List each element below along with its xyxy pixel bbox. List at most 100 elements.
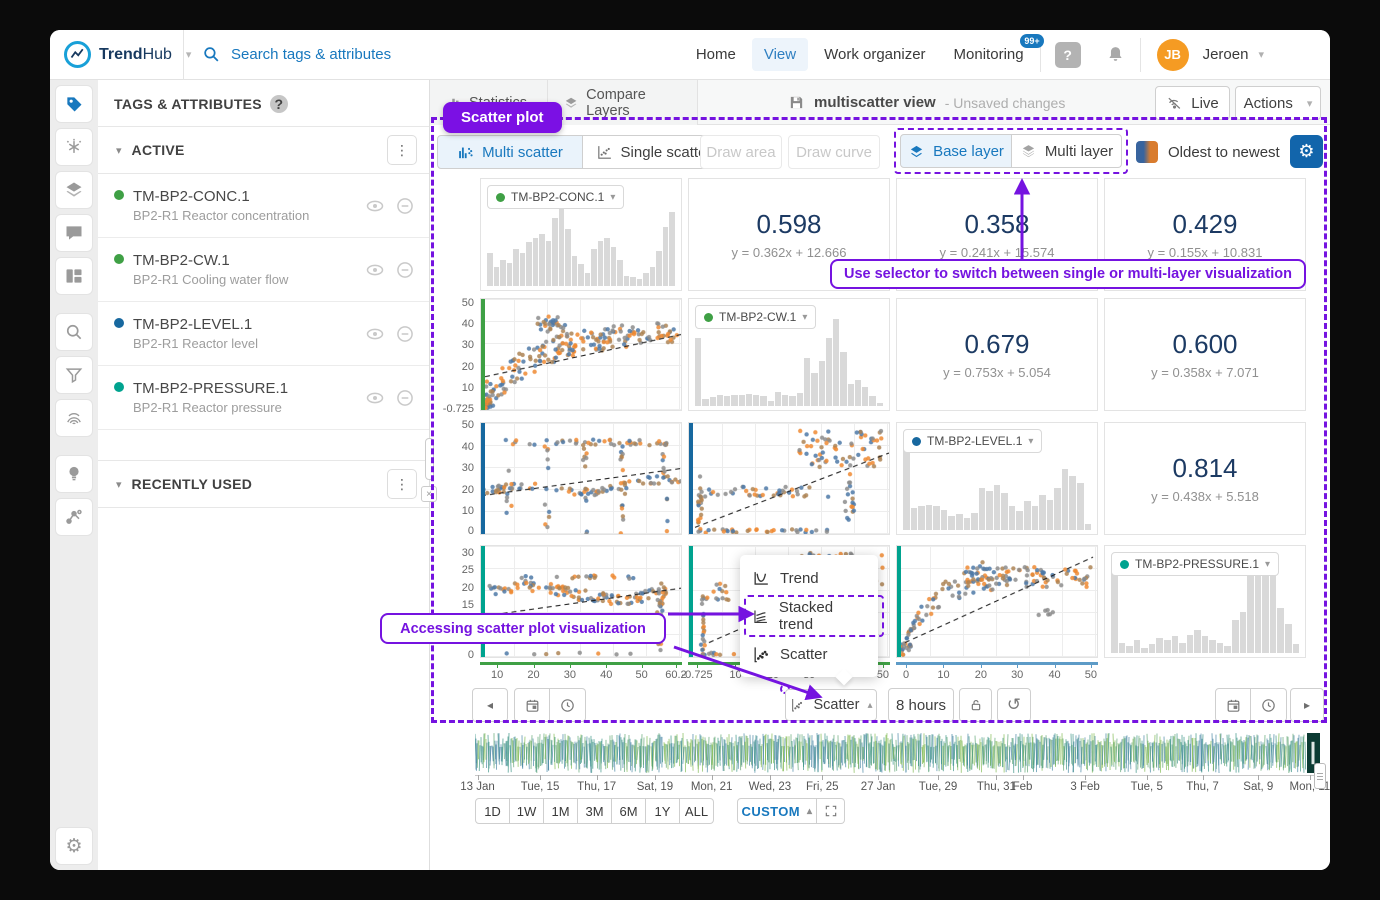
collapse-chevron-icon[interactable]: ▾ — [116, 144, 122, 157]
range-button-1w[interactable]: 1W — [509, 798, 544, 824]
scatter-cell-r3c0[interactable] — [480, 545, 682, 658]
nav-item-work-organizer[interactable]: Work organizer — [824, 46, 926, 63]
timeline-scroll-thumb[interactable] — [1314, 763, 1326, 789]
correlation-cell-r0c1[interactable]: 0.598 y = 0.362x + 12.666 — [688, 178, 890, 291]
range-button-6m[interactable]: 6M — [611, 798, 646, 824]
custom-range-button[interactable]: CUSTOM ▴ — [737, 798, 817, 824]
tag-selector-chip[interactable]: TM-BP2-LEVEL.1 ▾ — [903, 429, 1043, 453]
scatter-settings-button[interactable]: ⚙ — [1290, 135, 1323, 168]
range-button-1d[interactable]: 1D — [475, 798, 510, 824]
panel-resize-handle[interactable] — [425, 438, 434, 480]
range-button-1m[interactable]: 1M — [543, 798, 578, 824]
tag-selector-chip[interactable]: TM-BP2-PRESSURE.1 ▾ — [1111, 552, 1280, 576]
range-button-3m[interactable]: 3M — [577, 798, 612, 824]
actions-button[interactable]: Actions ▾ — [1235, 86, 1321, 120]
draw-area-button[interactable]: Draw area — [700, 135, 782, 169]
scatter-cell-r3c2[interactable] — [896, 545, 1098, 658]
active-section-menu-button[interactable]: ⋮ — [387, 135, 417, 165]
panel-close-button[interactable]: × — [421, 486, 437, 502]
tab-statistics[interactable]: Statistics — [430, 80, 548, 125]
rail-context-button[interactable] — [55, 498, 93, 536]
remove-tag-icon[interactable] — [395, 196, 415, 216]
tag-selector-chip[interactable]: TM-BP2-CONC.1 ▾ — [487, 185, 625, 209]
user-chevron-down-icon[interactable]: ▾ — [1258, 49, 1264, 61]
correlation-cell-r1c3[interactable]: 0.600 y = 0.358x + 7.071 — [1104, 298, 1306, 411]
duration-button[interactable]: 8 hours — [888, 688, 954, 722]
multi-scatter-button[interactable]: Multi scatter — [437, 135, 583, 169]
remove-tag-icon[interactable] — [395, 324, 415, 344]
expand-right-button[interactable]: ▸ — [1290, 688, 1324, 722]
nav-item-monitoring[interactable]: Monitoring 99+ — [942, 34, 1044, 71]
range-button-all[interactable]: ALL — [679, 798, 714, 824]
tab-compare-layers[interactable]: Compare Layers — [548, 80, 698, 125]
remove-tag-icon[interactable] — [395, 388, 415, 408]
scatter-cell-r2c0[interactable] — [480, 422, 682, 535]
live-button[interactable]: Live — [1155, 86, 1230, 120]
visibility-eye-icon[interactable] — [365, 260, 385, 280]
timeline-strip[interactable] — [475, 733, 1320, 773]
remove-tag-icon[interactable] — [395, 260, 415, 280]
history-button[interactable]: ↺ — [997, 688, 1031, 722]
nav-item-home[interactable]: Home — [695, 46, 736, 63]
visibility-eye-icon[interactable] — [365, 388, 385, 408]
sort-order-label[interactable]: Oldest to newest — [1168, 144, 1280, 161]
rail-fingerprint-button[interactable] — [55, 399, 93, 437]
clock-button[interactable] — [1251, 688, 1287, 722]
visibility-eye-icon[interactable] — [365, 196, 385, 216]
visualization-selector-button[interactable]: Scatter ▴ — [785, 689, 877, 721]
tag-list-item[interactable]: TM-BP2-LEVEL.1 BP2-R1 Reactor level — [98, 302, 429, 366]
recent-section-menu-button[interactable]: ⋮ — [387, 469, 417, 499]
rail-events-button[interactable] — [55, 128, 93, 166]
draw-curve-button[interactable]: Draw curve — [788, 135, 880, 169]
tag-list-item[interactable]: TM-BP2-CW.1 BP2-R1 Cooling water flow — [98, 238, 429, 302]
menu-item-stacked-trend[interactable]: Stacked trend — [740, 595, 884, 637]
calendar-button[interactable] — [514, 688, 550, 722]
help-button[interactable]: ? — [1054, 41, 1081, 68]
correlation-cell-r2c3[interactable]: 0.814 y = 0.438x + 5.518 — [1104, 422, 1306, 535]
user-avatar[interactable]: JB — [1156, 38, 1189, 71]
histogram-cell-r2c2[interactable]: TM-BP2-LEVEL.1 ▾ — [896, 422, 1098, 535]
scatter-cell-r2c1[interactable] — [688, 422, 890, 535]
scatter-cell-r1c0[interactable] — [480, 298, 682, 411]
nav-item-view[interactable]: View — [751, 38, 809, 71]
rail-dashboard-button[interactable] — [55, 257, 93, 295]
tag-list-item[interactable]: TM-BP2-PRESSURE.1 BP2-R1 Reactor pressur… — [98, 366, 429, 430]
range-button-1y[interactable]: 1Y — [645, 798, 680, 824]
rail-recommendations-button[interactable] — [55, 455, 93, 493]
correlation-cell-r1c2[interactable]: 0.679 y = 0.753x + 5.054 — [896, 298, 1098, 411]
rail-settings-button[interactable]: ⚙ — [55, 827, 93, 865]
brand[interactable]: TrendHub ▾ — [50, 30, 191, 79]
calendar-button[interactable] — [1215, 688, 1251, 722]
histogram-cell-r3c3[interactable]: TM-BP2-PRESSURE.1 ▾ — [1104, 545, 1306, 658]
base-layer-button[interactable]: Base layer — [900, 134, 1012, 168]
rail-filter-button[interactable] — [55, 356, 93, 394]
clock-button[interactable] — [550, 688, 586, 722]
correlation-cell-r0c2[interactable]: 0.358 y = 0.241x + 15.574 — [896, 178, 1098, 291]
collapse-left-button[interactable]: ◂ — [472, 688, 508, 722]
notifications-bell-icon[interactable] — [1105, 44, 1126, 65]
rail-layers-button[interactable] — [55, 171, 93, 209]
rail-comments-button[interactable] — [55, 214, 93, 252]
search-input[interactable] — [231, 46, 531, 63]
fit-frame-button[interactable] — [817, 798, 845, 824]
menu-item-scatter[interactable]: Scatter — [740, 635, 878, 673]
brand-chevron-down-icon[interactable]: ▾ — [185, 49, 192, 61]
active-section-header[interactable]: ▾ ACTIVE ⋮ — [98, 126, 429, 174]
sidebar-help-icon[interactable]: ? — [269, 95, 288, 113]
menu-item-trend[interactable]: Trend — [740, 559, 878, 597]
collapse-chevron-icon[interactable]: ▾ — [116, 478, 122, 491]
recently-used-section-header[interactable]: ▾ RECENTLY USED ⋮ — [98, 460, 429, 508]
histogram-cell-r0c0[interactable]: TM-BP2-CONC.1 ▾ — [480, 178, 682, 291]
tag-list-item[interactable]: TM-BP2-CONC.1 BP2-R1 Reactor concentrati… — [98, 174, 429, 238]
tag-selector-chip[interactable]: TM-BP2-CW.1 ▾ — [695, 305, 817, 329]
lock-button[interactable] — [959, 688, 992, 722]
correlation-cell-r0c3[interactable]: 0.429 y = 0.155x + 10.831 — [1104, 178, 1306, 291]
histogram-cell-r1c1[interactable]: TM-BP2-CW.1 ▾ — [688, 298, 890, 411]
visibility-eye-icon[interactable] — [365, 324, 385, 344]
rail-search-button[interactable] — [55, 313, 93, 351]
sort-order-gradient-icon[interactable] — [1136, 141, 1158, 163]
save-icon[interactable] — [788, 94, 805, 111]
divider — [1139, 37, 1141, 72]
multi-layer-button[interactable]: Multi layer — [1012, 134, 1122, 168]
rail-tags-button[interactable] — [55, 85, 93, 123]
